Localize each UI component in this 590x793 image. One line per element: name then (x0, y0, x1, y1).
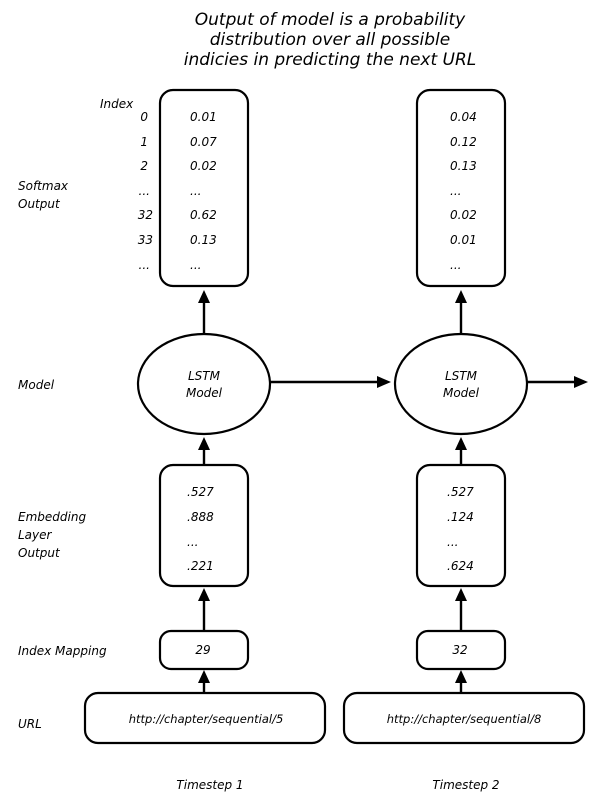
url-box (83, 691, 327, 745)
timestep-1-column: 0.01 0.07 0.02 ... 0.62 0.13 ... LSTM Mo… (83, 88, 327, 792)
lstm-label-line-2: Model (186, 386, 223, 400)
softmax-value: 0.02 (450, 208, 477, 222)
title-line-3: indicies in predicting the next URL (184, 50, 477, 70)
softmax-value: 0.13 (190, 233, 217, 247)
arrowhead-up-icon (198, 290, 210, 303)
arrowhead-up-icon (455, 437, 467, 450)
embedding-box (415, 463, 507, 588)
row-labels: Index Softmax Output Model Embedding Lay… (18, 97, 134, 731)
title-line-2: distribution over all possible (210, 30, 450, 50)
embedding-value: .888 (187, 510, 214, 524)
softmax-value: 0.12 (450, 135, 477, 149)
index-value: 1 (140, 135, 148, 149)
index-value: 32 (138, 208, 153, 222)
arrowhead-up-icon (455, 670, 467, 683)
embedding-value: ... (447, 535, 458, 549)
arrowhead-up-icon (198, 588, 210, 601)
timestep-label: Timestep 1 (176, 778, 243, 792)
embedding-value: ... (187, 535, 198, 549)
softmax-box (415, 88, 507, 288)
index-value: 33 (138, 233, 153, 247)
lstm-label-line-2: Model (443, 386, 480, 400)
softmax-value: 0.04 (450, 110, 477, 124)
timestep-label: Timestep 2 (432, 778, 499, 792)
lstm-label-line-1: LSTM (445, 369, 478, 383)
model-label: Model (18, 378, 55, 392)
title-line-1: Output of model is a probability (195, 10, 466, 30)
arrowhead-up-icon (455, 588, 467, 601)
arrowhead-right-icon (574, 376, 588, 388)
lstm-model-node (393, 332, 529, 436)
url-box (342, 691, 586, 745)
softmax-value: ... (190, 258, 201, 272)
embedding-value: .527 (187, 485, 214, 499)
index-values: 0 1 2 ... 32 33 ... (138, 110, 153, 272)
index-value: 0 (140, 110, 148, 124)
embedding-box (158, 463, 250, 588)
index-mapping-value: 32 (452, 643, 467, 657)
lstm-model-node (136, 332, 272, 436)
index-value: ... (139, 184, 150, 198)
embedding-value: .624 (447, 559, 474, 573)
arrowhead-up-icon (455, 290, 467, 303)
softmax-value: 0.62 (190, 208, 217, 222)
arrowhead-up-icon (198, 670, 210, 683)
index-value: ... (139, 258, 150, 272)
url-label: URL (18, 717, 42, 731)
softmax-value: 0.13 (450, 159, 477, 173)
index-mapping-value: 29 (195, 643, 210, 657)
softmax-value: ... (450, 184, 461, 198)
arrowhead-up-icon (198, 437, 210, 450)
url-value: http://chapter/sequential/5 (129, 712, 284, 726)
url-value: http://chapter/sequential/8 (387, 712, 542, 726)
index-value: 2 (140, 159, 148, 173)
softmax-label-line-2: Output (18, 197, 61, 211)
embedding-value: .124 (447, 510, 474, 524)
embedding-label-line-2: Layer (18, 528, 53, 542)
embedding-label-line-3: Output (18, 546, 61, 560)
index-header: Index (100, 97, 134, 111)
index-mapping-box (415, 629, 507, 671)
embedding-value: .527 (447, 485, 474, 499)
embedding-label-line-1: Embedding (18, 510, 86, 524)
softmax-label-line-1: Softmax (18, 179, 69, 193)
softmax-value: 0.02 (190, 159, 217, 173)
index-mapping-label: Index Mapping (18, 644, 107, 658)
softmax-box (158, 88, 250, 288)
diagram-title: Output of model is a probability distrib… (184, 10, 477, 70)
softmax-value: 0.01 (190, 110, 217, 124)
embedding-value: .221 (187, 559, 214, 573)
softmax-value: 0.07 (190, 135, 217, 149)
lstm-label-line-1: LSTM (188, 369, 221, 383)
softmax-value: ... (190, 184, 201, 198)
arrowhead-right-icon (377, 376, 391, 388)
softmax-value: ... (450, 258, 461, 272)
timestep-2-column: 0.04 0.12 0.13 ... 0.02 0.01 ... LSTM Mo… (342, 88, 588, 792)
index-mapping-box (158, 629, 250, 671)
softmax-value: 0.01 (450, 233, 477, 247)
